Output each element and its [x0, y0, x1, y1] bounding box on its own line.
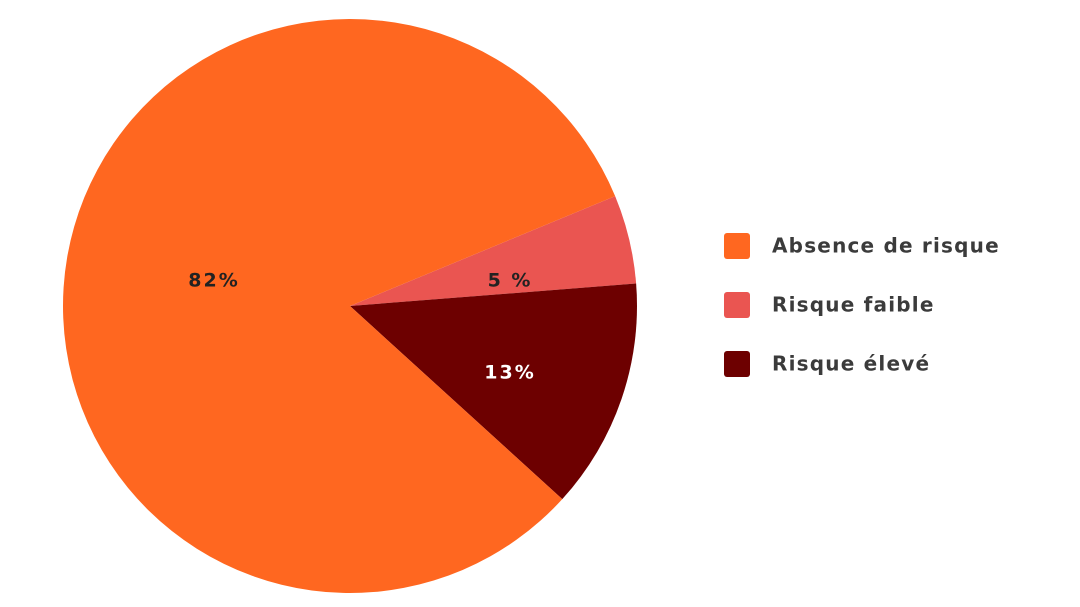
slice-value-label: 82%	[188, 270, 239, 292]
legend-swatch	[724, 351, 750, 377]
pie-slices	[62, 18, 638, 593]
pie-slice-labels: 5 % 13% 82%	[188, 270, 535, 384]
pie-slice-risque-faible	[350, 196, 637, 306]
slice-value-label: 13%	[484, 362, 535, 384]
slice-value-label: 5 %	[488, 270, 533, 292]
legend-label: Risque faible	[772, 293, 935, 317]
legend-label: Risque élevé	[772, 352, 930, 376]
legend: Absence de risque Risque faible Risque éle…	[724, 233, 1000, 377]
legend-swatch	[724, 292, 750, 318]
pie-slice-risque-lev	[350, 283, 638, 500]
legend-swatch	[724, 233, 750, 259]
pie-slice-absence-de-risque	[62, 18, 616, 593]
legend-label: Absence de risque	[772, 234, 1000, 258]
